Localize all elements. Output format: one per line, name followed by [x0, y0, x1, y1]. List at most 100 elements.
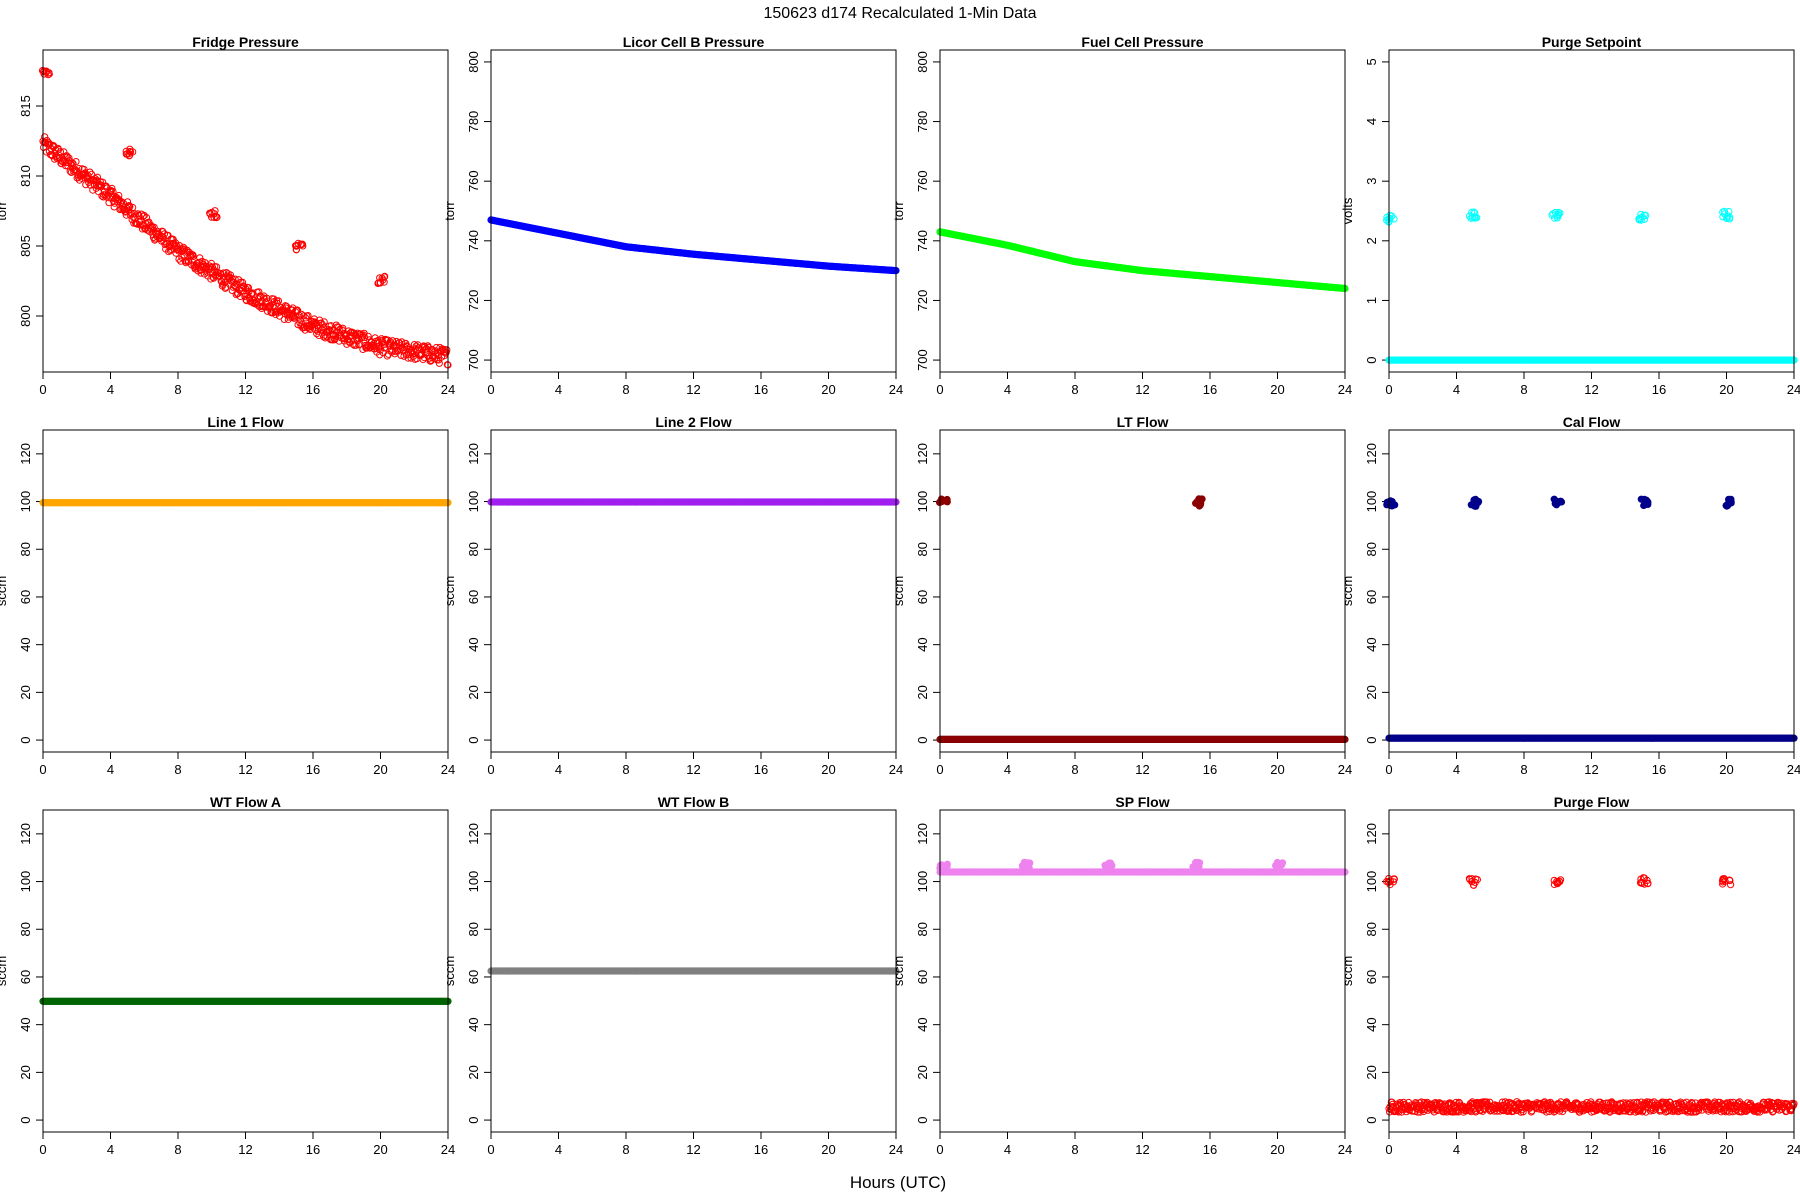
x-tick-label: 16 [306, 382, 320, 397]
x-tick-label: 16 [754, 762, 768, 777]
y-tick-label: 120 [18, 823, 33, 845]
plot-frame [939, 429, 1346, 753]
data-point [207, 275, 215, 283]
y-tick-label: 780 [915, 111, 930, 133]
y-tick-label: 80 [18, 922, 33, 936]
data-point [294, 306, 302, 314]
data-point [332, 321, 340, 329]
x-tick-label: 0 [936, 382, 943, 397]
data-point [376, 279, 385, 287]
y-tick-label: 760 [915, 170, 930, 192]
y-tick-label: 120 [18, 443, 33, 465]
y-tick-label: 700 [915, 349, 930, 371]
y-tick-label: 20 [466, 685, 481, 699]
x-tick-label: 12 [686, 382, 700, 397]
x-tick-label: 20 [373, 382, 387, 397]
x-tick-label: 4 [1004, 382, 1011, 397]
x-tick-label: 16 [1652, 382, 1666, 397]
data-point [1195, 502, 1203, 510]
data-point [210, 210, 218, 218]
data-point [115, 191, 123, 200]
x-tick-label: 16 [1203, 382, 1217, 397]
plot-frame [42, 49, 449, 373]
x-tick-label: 0 [487, 382, 494, 397]
x-tick-label: 24 [889, 382, 903, 397]
y-tick-label: 40 [915, 637, 930, 651]
data-point [211, 207, 219, 215]
data-point [301, 326, 309, 334]
data-point [320, 318, 328, 326]
x-tick-label: 4 [107, 382, 114, 397]
y-tick-label: 815 [18, 95, 33, 117]
y-tick-label: 60 [1364, 590, 1379, 604]
x-tick-label: 4 [1004, 762, 1011, 777]
data-point [1557, 498, 1566, 506]
panel-title: Line 1 Flow [207, 414, 283, 430]
data-point [297, 240, 305, 248]
data-point [231, 275, 239, 283]
y-axis-label: volts [1340, 197, 1355, 224]
data-point [244, 284, 252, 292]
x-tick-label: 8 [174, 382, 181, 397]
x-tick-label: 0 [39, 762, 46, 777]
x-tick-label: 0 [39, 1142, 46, 1157]
data-points [487, 498, 900, 506]
y-tick-label: 800 [915, 51, 930, 73]
data-point [292, 246, 300, 254]
y-tick-label: 0 [466, 736, 481, 743]
data-points [936, 228, 1349, 293]
x-tick-label: 20 [821, 382, 835, 397]
y-axis-label: torr [0, 201, 9, 221]
y-axis-label: sccm [442, 576, 457, 606]
x-tick-label: 4 [1453, 762, 1460, 777]
x-tick-label: 8 [174, 1142, 181, 1157]
data-point [331, 336, 339, 344]
y-tick-label: 1 [1364, 297, 1379, 304]
y-tick-label: 120 [915, 443, 930, 465]
x-tick-label: 0 [39, 382, 46, 397]
x-tick-label: 12 [238, 762, 252, 777]
x-tick-label: 24 [441, 762, 455, 777]
data-point [174, 247, 182, 255]
x-tick-label: 0 [1385, 382, 1392, 397]
x-tick-label: 0 [487, 762, 494, 777]
y-tick-label: 740 [466, 230, 481, 252]
data-point [364, 332, 372, 340]
y-tick-label: 80 [466, 542, 481, 556]
x-tick-label: 16 [306, 1142, 320, 1157]
plot-frame [42, 429, 449, 753]
data-point [80, 165, 88, 174]
panel-title: Cal Flow [1563, 414, 1621, 430]
plot-frame [490, 49, 897, 373]
y-tick-label: 40 [18, 1017, 33, 1031]
y-tick-label: 40 [1364, 637, 1379, 651]
y-tick-label: 20 [18, 685, 33, 699]
data-points [39, 997, 452, 1005]
x-tick-label: 4 [1453, 382, 1460, 397]
y-tick-label: 3 [1364, 178, 1379, 185]
data-point [108, 184, 116, 192]
data-point [239, 278, 247, 286]
data-point [1197, 495, 1205, 503]
y-tick-label: 810 [18, 165, 33, 187]
x-tick-label: 4 [107, 762, 114, 777]
y-tick-label: 80 [18, 542, 33, 556]
y-tick-label: 100 [1364, 491, 1379, 513]
plot-frame [939, 49, 1346, 373]
x-tick-label: 24 [1787, 762, 1800, 777]
x-tick-label: 4 [555, 762, 562, 777]
x-tick-label: 24 [889, 762, 903, 777]
data-point [159, 233, 167, 242]
data-point [242, 296, 250, 304]
x-tick-label: 20 [1719, 762, 1733, 777]
y-tick-label: 800 [466, 51, 481, 73]
y-tick-label: 805 [18, 235, 33, 257]
x-tick-label: 20 [1270, 382, 1284, 397]
panel-title: Purge Setpoint [1542, 34, 1642, 50]
x-tick-label: 20 [373, 1142, 387, 1157]
